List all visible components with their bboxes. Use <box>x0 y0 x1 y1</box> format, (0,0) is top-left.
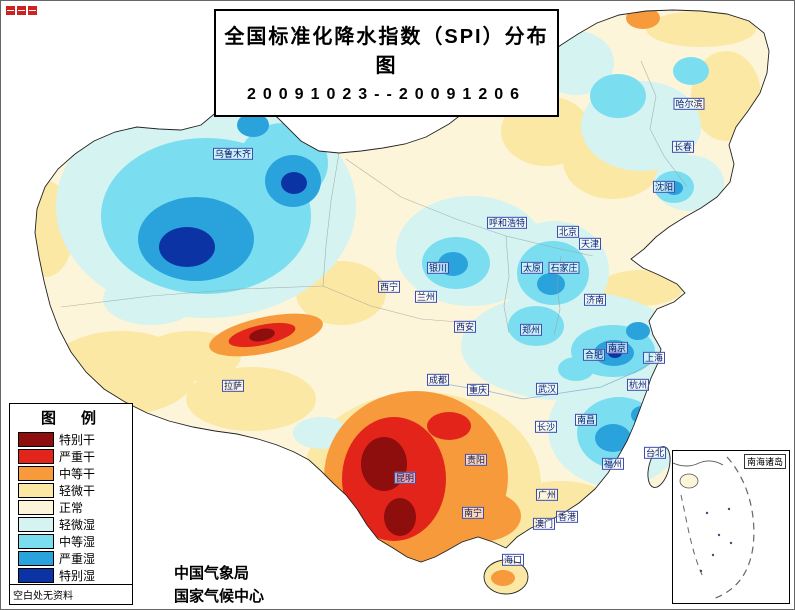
legend: 图 例 特别干严重干中等干轻微干正常轻微湿中等湿严重湿特别湿 空白处无资料 <box>9 403 133 605</box>
legend-item: 特别干 <box>18 432 132 447</box>
legend-item: 特别湿 <box>18 568 132 583</box>
map-title-box: 全国标准化降水指数（SPI）分布图 20091023--20091206 <box>214 9 559 117</box>
legend-swatch-mw <box>18 534 54 549</box>
legend-item: 严重干 <box>18 449 132 464</box>
legend-label: 中等干 <box>59 467 96 481</box>
south-china-sea-mini-map <box>673 456 755 600</box>
legend-label: 严重干 <box>59 450 96 464</box>
legend-item: 轻微干 <box>18 483 132 498</box>
legend-item: 中等干 <box>18 466 132 481</box>
dash-line-west <box>680 494 704 578</box>
legend-footnote: 空白处无资料 <box>10 584 132 604</box>
nine-dash-line <box>712 456 755 600</box>
legend-swatch-sw <box>18 551 54 566</box>
legend-items: 特别干严重干中等干轻微干正常轻微湿中等湿严重湿特别湿 <box>10 432 132 583</box>
legend-label: 特别湿 <box>59 569 96 583</box>
legend-swatch-xw <box>18 568 54 583</box>
legend-label: 轻微干 <box>59 484 96 498</box>
legend-title: 图 例 <box>40 410 101 427</box>
legend-swatch-lw <box>18 517 54 532</box>
legend-swatch-sd <box>18 449 54 464</box>
legend-item: 严重湿 <box>18 551 132 566</box>
legend-label: 中等湿 <box>59 535 96 549</box>
legend-label: 特别干 <box>59 433 96 447</box>
south-china-sea-inset: 南海诸岛 <box>672 450 790 604</box>
legend-item: 中等湿 <box>18 534 132 549</box>
island-dots <box>699 507 733 573</box>
attribution-center: 国家气候中心 <box>174 588 265 606</box>
inset-label: 南海诸岛 <box>743 454 786 469</box>
legend-swatch-ld <box>18 483 54 498</box>
attribution-org: 中国气象局 <box>174 565 250 582</box>
legend-label: 严重湿 <box>59 552 96 566</box>
legend-swatch-md <box>18 466 54 481</box>
hainan-inset-island <box>679 473 699 489</box>
legend-label: 轻微湿 <box>59 518 96 532</box>
legend-label: 正常 <box>59 501 84 515</box>
spi-zone-extremely-wet <box>159 172 622 358</box>
legend-item: 正常 <box>18 500 132 515</box>
map-title: 全国标准化降水指数（SPI）分布图 <box>224 26 549 77</box>
legend-swatch-n <box>18 500 54 515</box>
legend-swatch-xd <box>18 432 54 447</box>
map-date-range: 20091023--20091206 <box>246 86 527 103</box>
attribution: 中国气象局 国家气候中心 <box>174 562 264 609</box>
corner-watermark <box>6 4 40 22</box>
coastline <box>673 460 724 467</box>
red-stamp-icon <box>6 6 37 15</box>
legend-item: 轻微湿 <box>18 517 132 532</box>
